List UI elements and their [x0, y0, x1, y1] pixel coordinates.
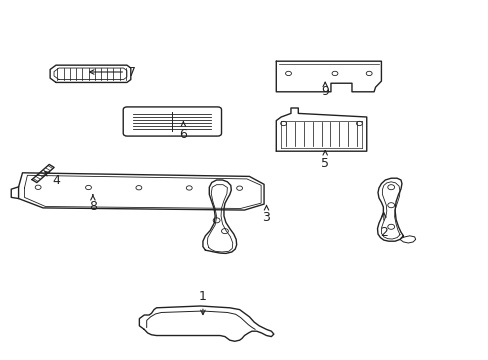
Text: 9: 9 — [321, 82, 328, 98]
Text: 5: 5 — [321, 150, 328, 170]
Text: 4: 4 — [45, 172, 60, 186]
Text: 7: 7 — [89, 66, 136, 78]
Text: 1: 1 — [199, 291, 206, 315]
Text: 8: 8 — [89, 195, 97, 213]
Text: 6: 6 — [179, 122, 187, 141]
Text: 3: 3 — [262, 205, 270, 224]
Text: 2: 2 — [379, 213, 387, 239]
